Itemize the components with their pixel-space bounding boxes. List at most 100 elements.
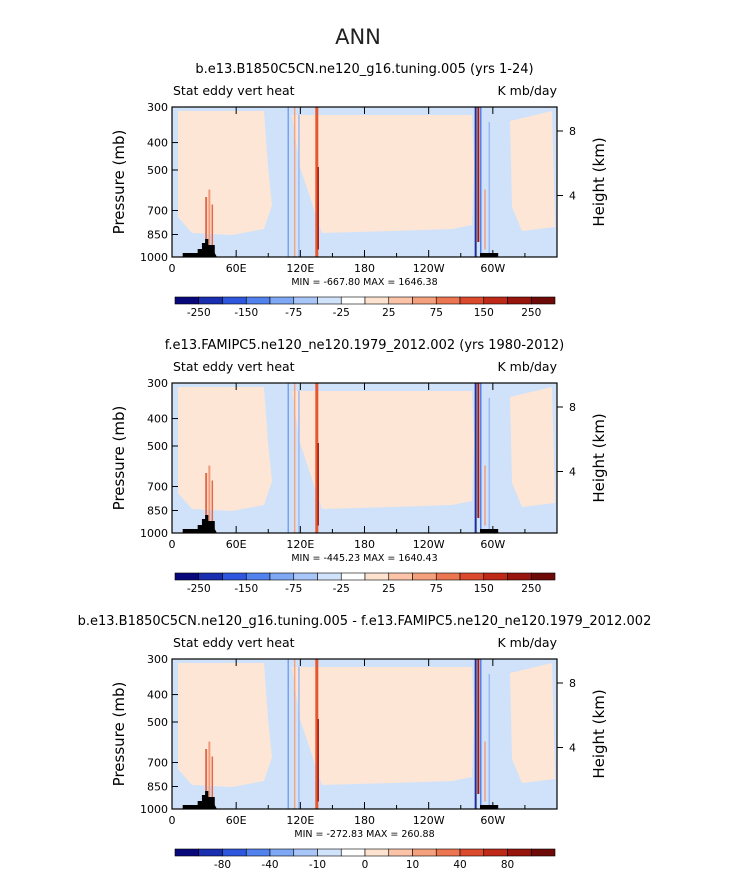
- colorbar-swatch: [245, 848, 271, 857]
- y-tick-label: 1000: [140, 251, 168, 264]
- x-tick-label: 180: [354, 262, 375, 275]
- colorbar-swatch: [483, 296, 508, 305]
- y-tick-label: 500: [147, 164, 168, 177]
- field-feature-9: [474, 107, 477, 257]
- positive-region-2: [292, 391, 474, 509]
- colorbar-swatch: [293, 572, 318, 581]
- colorbar-swatch: [388, 572, 413, 581]
- field-feature-7: [315, 659, 319, 809]
- field-feature-11: [480, 383, 482, 533]
- y-axis-title: Pressure (mb): [110, 130, 128, 235]
- colorbar-label: -25: [333, 583, 350, 595]
- y-tick-label: 1000: [140, 527, 168, 540]
- colorbar-label: 75: [430, 583, 443, 595]
- y2-tick-label: 8: [569, 677, 576, 690]
- colorbar-swatch: [174, 572, 200, 581]
- y2-tick-label: 4: [569, 466, 576, 479]
- field-feature-4: [287, 383, 289, 533]
- y-tick-label: 300: [147, 101, 168, 114]
- variable-label: Stat eddy vert heat: [173, 83, 295, 98]
- x-tick-label: 60W: [480, 538, 505, 551]
- y2-tick-label: 8: [569, 401, 576, 414]
- y-tick-label: 400: [147, 413, 168, 426]
- field-feature-1: [205, 749, 208, 802]
- field-feature-2: [208, 465, 211, 521]
- colorbar-label: 250: [521, 583, 541, 595]
- chart-panel-1: b.e13.B1850C5CN.ne120_g16.tuning.005 (yr…: [110, 62, 608, 319]
- field-feature-10: [477, 659, 480, 794]
- y2-axis-title: Height (km): [590, 137, 608, 226]
- variable-label: Stat eddy vert heat: [173, 635, 295, 650]
- colorbar-swatch: [340, 848, 366, 857]
- colorbar-swatch: [245, 296, 271, 305]
- field-feature-13: [488, 674, 491, 809]
- y-axis-title: Pressure (mb): [110, 406, 128, 511]
- y-tick-label: 850: [147, 505, 168, 518]
- colorbar-swatch: [269, 296, 295, 305]
- field-feature-9: [474, 383, 477, 533]
- y2-axis-title: Height (km): [590, 413, 608, 502]
- y2-tick-label: 4: [569, 742, 576, 755]
- y-axis-title: Pressure (mb): [110, 682, 128, 787]
- field-feature-1: [205, 473, 208, 526]
- y-tick-label: 500: [147, 716, 168, 729]
- colorbar-label: 0: [362, 859, 369, 871]
- field-feature-10: [477, 107, 480, 242]
- x-tick-label: 120W: [413, 814, 445, 827]
- field-feature-7: [315, 107, 319, 257]
- colorbar-swatch: [317, 848, 342, 857]
- field-feature-4: [287, 659, 289, 809]
- colorbar-swatch: [459, 296, 485, 305]
- y-tick-label: 400: [147, 689, 168, 702]
- field-feature-7: [315, 383, 319, 533]
- colorbar-swatch: [388, 296, 413, 305]
- field-feature-5: [293, 659, 296, 809]
- y-tick-label: 850: [147, 229, 168, 242]
- field-feature-13: [488, 398, 491, 533]
- field-feature-2: [208, 741, 211, 797]
- positive-region-2: [292, 667, 474, 785]
- colorbar-swatch: [222, 572, 247, 581]
- field-feature-12: [484, 741, 486, 802]
- colorbar-swatch: [340, 572, 366, 581]
- field-feature-9: [474, 659, 477, 809]
- y-tick-label: 400: [147, 137, 168, 150]
- colorbar-swatch: [530, 848, 556, 857]
- positive-region-1: [178, 387, 272, 511]
- colorbar-label: -25: [333, 307, 350, 319]
- colorbar-swatch: [293, 848, 318, 857]
- colorbar-swatch: [198, 572, 223, 581]
- colorbar-swatch: [222, 848, 247, 857]
- y-tick-label: 500: [147, 440, 168, 453]
- x-tick-label: 120E: [286, 262, 314, 275]
- chart-panel-3: b.e13.B1850C5CN.ne120_g16.tuning.005 - f…: [78, 614, 652, 871]
- colorbar-label: -250: [187, 307, 211, 319]
- units-label: K mb/day: [498, 359, 558, 374]
- min-max-label: MIN = -667.80 MAX = 1646.38: [291, 277, 437, 288]
- units-label: K mb/day: [498, 635, 558, 650]
- colorbar-swatch: [364, 296, 390, 305]
- colorbar-label: 25: [382, 307, 395, 319]
- field-feature-6: [298, 666, 300, 809]
- colorbar-swatch: [412, 848, 437, 857]
- colorbar-swatch: [435, 848, 461, 857]
- positive-region-3: [510, 387, 555, 507]
- x-tick-label: 60W: [480, 814, 505, 827]
- field-feature-12: [484, 189, 486, 250]
- field-feature-2: [208, 189, 211, 245]
- colorbar-label: -150: [234, 307, 258, 319]
- x-tick-label: 180: [354, 538, 375, 551]
- x-tick-label: 120E: [286, 814, 314, 827]
- colorbar-label: -75: [285, 307, 302, 319]
- page-title: ANN: [335, 25, 381, 49]
- field-feature-8: [317, 443, 319, 526]
- y-tick-label: 700: [147, 481, 168, 494]
- colorbar-swatch: [459, 572, 485, 581]
- colorbar-swatch: [412, 572, 437, 581]
- colorbar-swatch: [507, 296, 532, 305]
- x-tick-label: 60W: [480, 262, 505, 275]
- y2-axis-title: Height (km): [590, 689, 608, 778]
- field-feature-11: [480, 107, 482, 257]
- colorbar-label: -10: [309, 859, 326, 871]
- colorbar-swatch: [507, 848, 532, 857]
